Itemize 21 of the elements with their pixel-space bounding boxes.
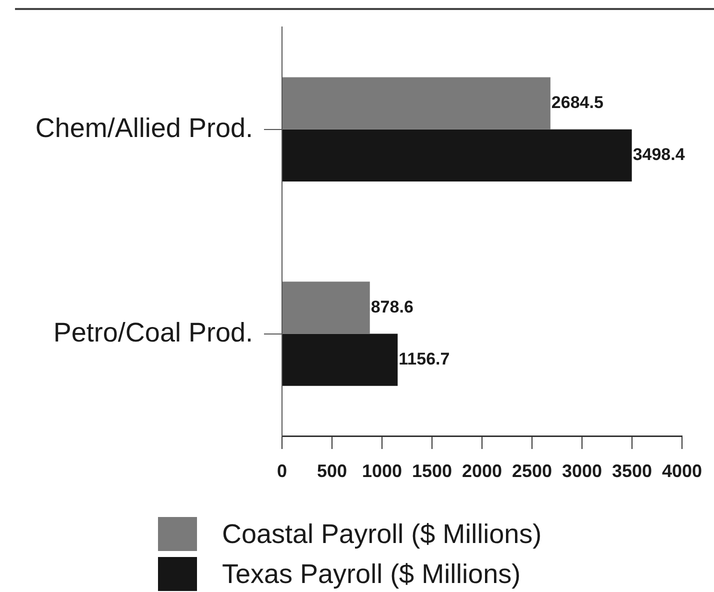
y-tick-label: Petro/Coal Prod.: [53, 317, 253, 348]
x-tick-label: 3500: [612, 460, 652, 481]
bar: [282, 129, 632, 182]
x-tick-label: 3000: [562, 460, 602, 481]
x-tick-label: 1000: [362, 460, 402, 481]
bar: [282, 282, 370, 334]
data-label: 3498.4: [632, 145, 686, 164]
bar: [282, 334, 398, 386]
y-tick-label: Chem/Allied Prod.: [35, 112, 253, 143]
data-label: 1156.7: [398, 350, 450, 369]
x-tick-label: 500: [316, 460, 348, 481]
data-label: 878.6: [370, 297, 414, 316]
legend-label: Coastal Payroll ($ Millions): [222, 518, 542, 551]
x-tick-label: 4000: [662, 460, 702, 481]
legend-label: Texas Payroll ($ Millions): [222, 558, 521, 591]
x-tick-label: 2500: [512, 460, 552, 481]
x-tick-label: 0: [276, 460, 288, 481]
bar: [282, 77, 550, 130]
x-tick-label: 1500: [412, 460, 452, 481]
x-tick-label: 2000: [462, 460, 502, 481]
data-label: 2684.5: [551, 93, 604, 112]
